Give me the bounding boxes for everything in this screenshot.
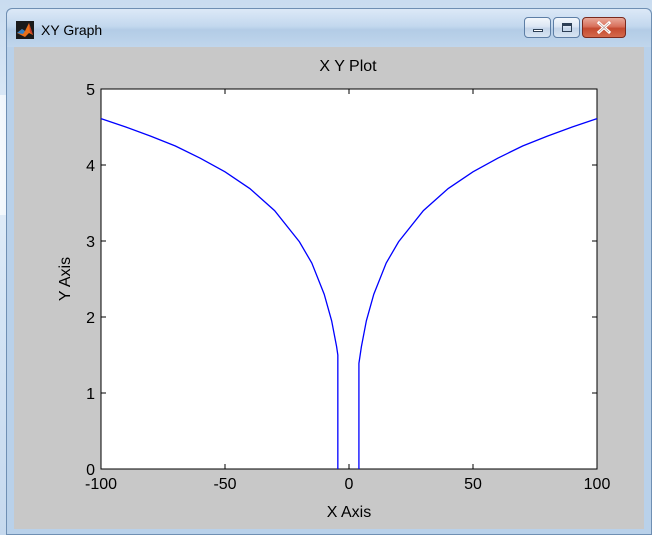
x-tick-label: -50 (213, 476, 236, 493)
matlab-logo-icon (16, 21, 34, 39)
y-axis-label: Y Axis (57, 257, 74, 301)
x-tick-label: 50 (464, 476, 482, 493)
maximize-button[interactable] (553, 17, 580, 38)
x-tick-label: 100 (584, 476, 611, 493)
xy-graph-window: XY Graph X Y Plot -100 -50 0 50 100 0 1 2 3 4 5 X… (6, 8, 652, 535)
xy-plot: X Y Plot -100 -50 0 50 100 0 1 2 3 4 5 X Axis Y A… (57, 58, 610, 521)
maximize-icon (562, 23, 572, 32)
y-tick-label: 1 (86, 386, 95, 403)
x-tick-label: 0 (345, 476, 354, 493)
series-line-right (358, 118, 598, 469)
figure-area: X Y Plot -100 -50 0 50 100 0 1 2 3 4 5 X Axis Y A… (14, 47, 644, 529)
close-button[interactable] (582, 17, 626, 38)
plot-area (100, 88, 598, 470)
y-tick-label: 5 (86, 82, 95, 99)
close-icon (596, 20, 612, 35)
y-axis-ticks: 0 1 2 3 4 5 (86, 82, 597, 479)
chart-title: X Y Plot (319, 58, 377, 75)
y-tick-label: 0 (86, 462, 95, 479)
y-tick-label: 4 (86, 158, 95, 175)
minimize-button[interactable] (524, 17, 551, 38)
data-series (100, 118, 598, 469)
series-line-left (100, 118, 339, 469)
window-title: XY Graph (41, 22, 103, 38)
x-tick-label: -100 (85, 476, 117, 493)
y-tick-label: 2 (86, 310, 95, 327)
title-bar[interactable]: XY Graph (7, 9, 651, 47)
x-axis-label: X Axis (327, 504, 371, 521)
minimize-icon (533, 29, 543, 32)
y-tick-label: 3 (86, 234, 95, 251)
x-axis-ticks: -100 -50 0 50 100 (85, 89, 610, 493)
